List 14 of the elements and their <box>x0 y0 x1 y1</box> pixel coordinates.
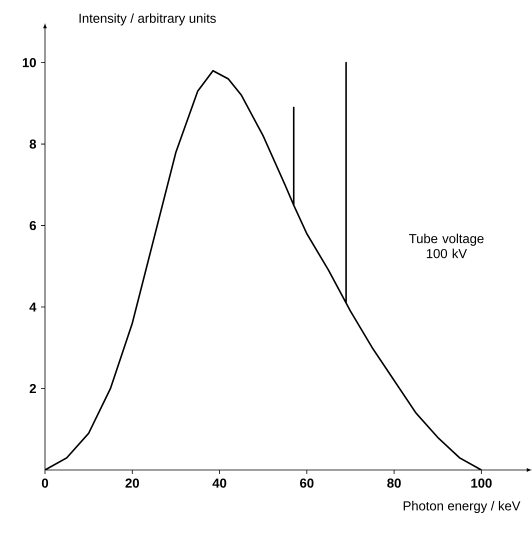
y-tick-label: 8 <box>30 139 36 149</box>
y-tick-label: 2 <box>30 384 36 394</box>
annotation: Tube voltage 100 kV <box>409 234 484 258</box>
x-tick-label: 20 <box>125 478 139 488</box>
y-tick-label: 10 <box>22 58 36 68</box>
y-axis-title: Intensity / arbitrary units <box>80 13 216 26</box>
y-tick-label: 6 <box>30 220 36 230</box>
x-tick-label: 0 <box>42 478 48 488</box>
x-tick-label: 40 <box>212 478 226 488</box>
x-tick-label: 60 <box>300 478 314 488</box>
y-tick-label: 4 <box>29 302 36 312</box>
x-axis-title: Photon energy / keV <box>404 500 520 514</box>
x-tick-label: 80 <box>387 478 401 488</box>
x-tick-label: 100 <box>471 478 492 488</box>
